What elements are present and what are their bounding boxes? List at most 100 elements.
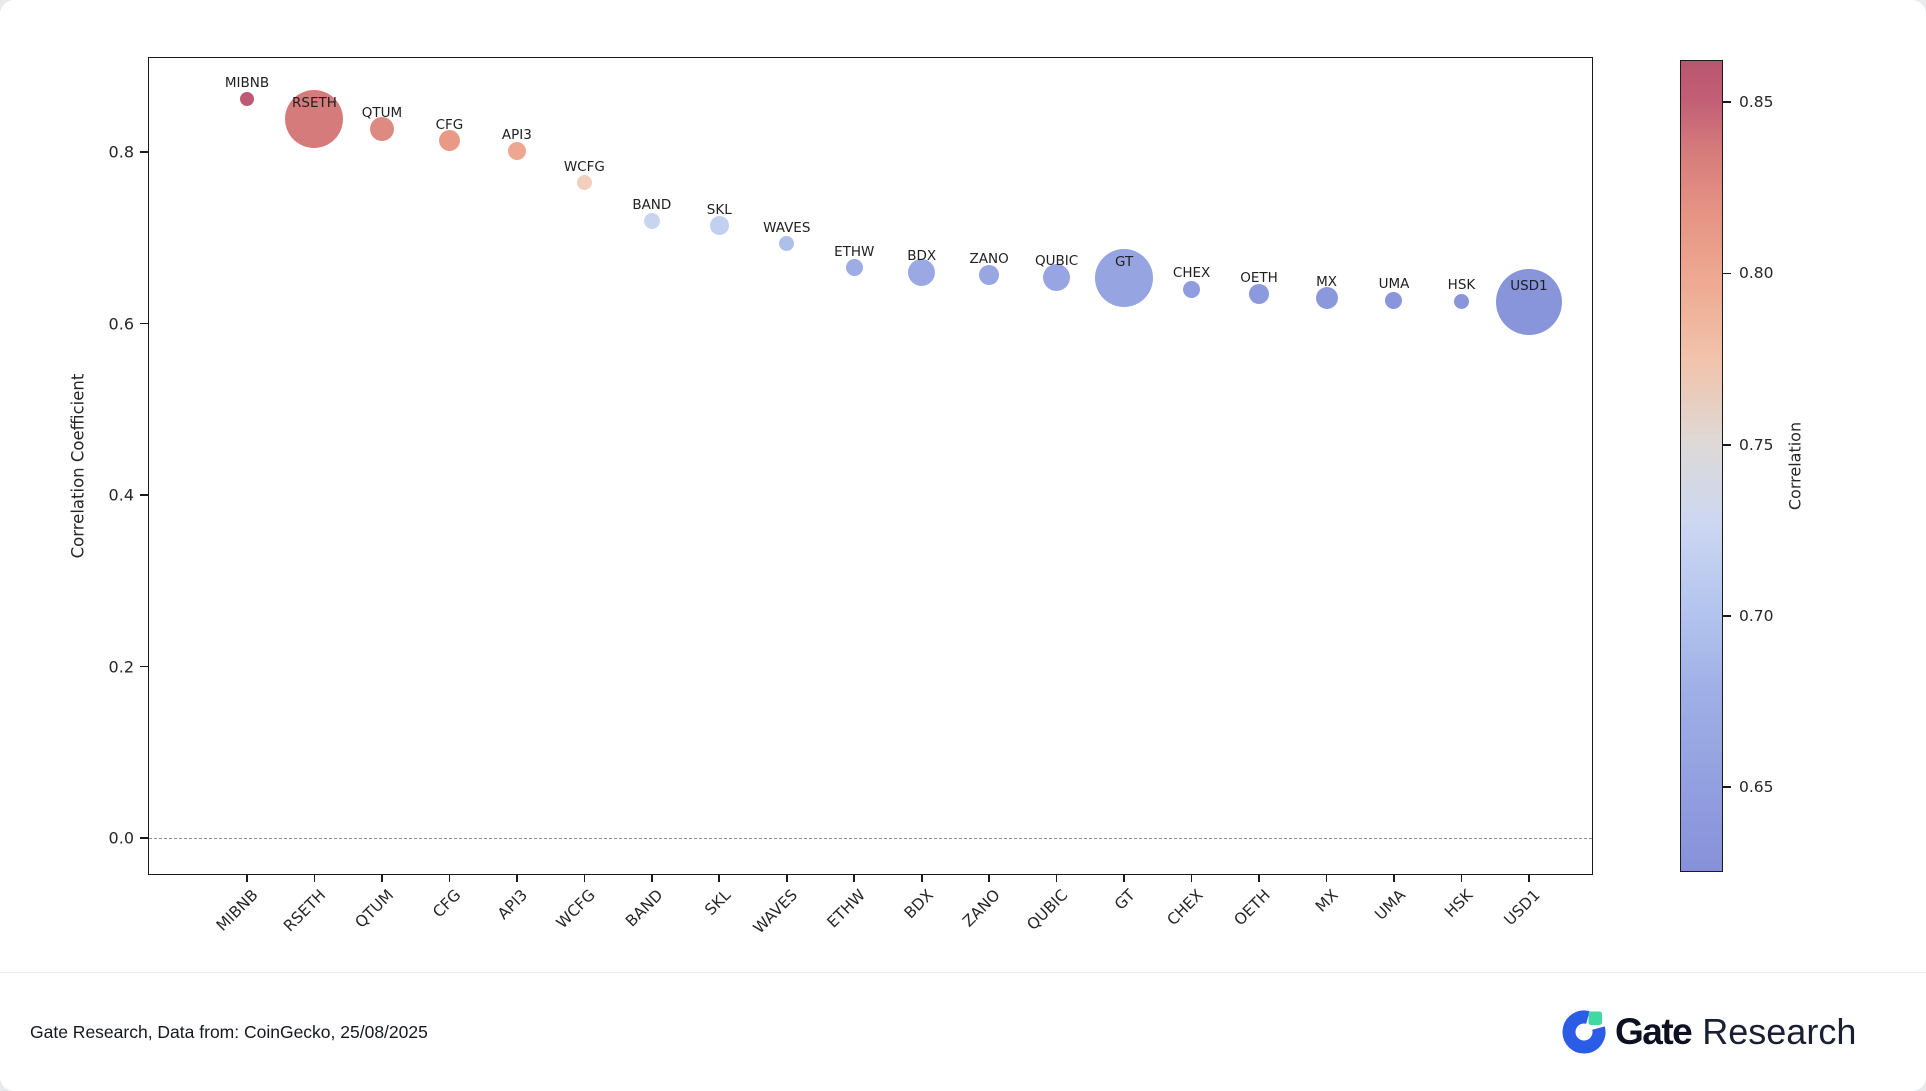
colorbar-tick-label: 0.65 [1739,778,1774,797]
bubble-label-skl: SKL [706,201,732,218]
bubble-waves [779,236,795,252]
x-tick-mark [785,874,788,882]
colorbar-tick-mark [1722,786,1731,789]
x-tick-mark [988,874,990,882]
footer-source-text: Gate Research, Data from: CoinGecko, 25/… [30,1022,428,1042]
bubble-label-band: BAND [632,196,672,213]
bubble-label-wcfg: WCFG [563,158,605,175]
x-tick-label-text: ZANO [959,886,1004,931]
x-tick-label-text: MX [1311,886,1342,916]
bubble-label-oeth: OETH [1240,270,1278,287]
bubble-cfg [438,130,460,152]
gate-logo-icon [1562,1010,1606,1054]
x-tick-mark [650,874,653,882]
x-tick-mark [1258,874,1260,882]
x-tick-mark [1528,874,1530,882]
x-tick-label-text: QUBIC [1023,886,1072,934]
colorbar-tick-mark [1722,443,1731,446]
y-tick-mark [140,837,149,839]
bubble-label-qtum: QTUM [361,104,403,121]
y-tick-label: 0.2 [108,657,134,676]
colorbar-tick-label: 0.85 [1739,93,1774,112]
bubble-label-hsk: HSK [1447,277,1476,294]
x-tick-mark [1055,874,1058,882]
x-tick-label-text: GT [1111,886,1139,914]
bubble-label-zano: ZANO [969,251,1009,268]
bubble-label-ethw: ETHW [834,243,875,260]
y-tick-mark [140,322,149,325]
x-tick-mark [1393,874,1395,882]
x-tick-mark [448,874,451,882]
x-tick-label-text: UMA [1371,886,1409,924]
bubble-gt [1095,249,1154,308]
x-tick-mark [718,874,721,882]
x-tick-mark [920,874,923,882]
plot-area: 0.8 0.6 0.4 0.2 0.0 MIBNB RSETH QTUM CFG API3 WCFG… [109,57,1593,937]
bubble-skl [709,216,729,236]
y-axis-title: Correlation Coefficient [68,373,88,559]
bubble-bdx [908,258,936,286]
bubble-label-uma: UMA [1378,276,1410,293]
bubble-label-chex: CHEX [1172,265,1211,282]
colorbar: 0.85 0.80 0.75 0.70 0.65 [1680,60,1774,872]
bubble-label-cfg: CFG [435,116,464,133]
x-tick-label-text: SKL [701,886,735,919]
bubble-label-mx: MX [1316,273,1337,290]
bubble-label-api3: API3 [501,127,532,144]
bubble-label-waves: WAVES [763,219,811,236]
colorbar-tick-label: 0.80 [1739,264,1774,283]
logo-text-gate: Gate [1615,1011,1693,1052]
x-tick-mark [313,874,316,882]
x-tick-mark [1190,874,1193,882]
footer-divider [0,972,1926,973]
bubble-oeth [1249,284,1270,305]
bubble-mibnb [240,91,254,106]
y-tick-mark [140,151,149,153]
x-tick-mark [1123,874,1125,882]
y-tick-mark [140,665,149,668]
bubble-label-usd1: USD1 [1510,278,1548,295]
x-tick-mark [1325,874,1328,882]
x-tick-label-text: WCFG [553,886,600,933]
bubble-qtum [369,116,394,141]
x-tick-label-text: CHEX [1163,886,1207,930]
y-tick-label: 0.0 [108,828,134,848]
bubble-band [643,212,660,229]
x-tick-mark [583,874,586,882]
x-tick-label-text: MIBNB [213,886,262,935]
x-tick-label-text: ETHW [823,886,869,932]
bubble-qubic [1043,263,1071,291]
bubble-wcfg [576,175,592,191]
x-tick-label-text: CFG [428,886,465,922]
x-tick-label-text: BDX [900,886,937,923]
logo-text-research: Research [1702,1011,1857,1052]
bubble-label-mibnb: MIBNB [224,74,270,91]
bubble-usd1 [1495,269,1562,336]
bubble-label-qubic: QUBIC [1035,253,1079,270]
colorbar-tick-mark [1722,101,1731,103]
x-tick-label-text: WAVES [750,886,802,938]
gate-research-logo: Gate Research [1562,1008,1856,1056]
y-tick-mark [140,494,149,496]
zero-reference-line [149,838,1592,839]
x-tick-mark [1460,874,1463,882]
x-tick-label-text: QTUM [351,886,397,932]
bubble-label-bdx: BDX [907,248,937,265]
x-tick-label-text: USD1 [1500,886,1544,930]
x-tick-label-text: BAND [622,886,667,931]
bubble-label-gt: GT [1114,254,1134,271]
x-tick-mark [853,874,856,882]
y-tick-label: 0.8 [108,142,134,162]
x-tick-mark [516,874,518,882]
x-tick-label-text: HSK [1441,886,1477,922]
bubble-hsk [1453,293,1469,309]
bubble-chex [1183,280,1201,298]
x-tick-label-text: RSETH [280,886,330,936]
bubble-label-rseth: RSETH [292,95,337,112]
bubble-api3 [507,142,526,161]
colorbar-tick-label: 0.70 [1739,607,1774,626]
bubble-zano [979,265,1000,286]
x-tick-label-text: OETH [1230,886,1274,930]
bubble-mx [1315,286,1338,309]
colorbar-tick-mark [1722,272,1731,275]
